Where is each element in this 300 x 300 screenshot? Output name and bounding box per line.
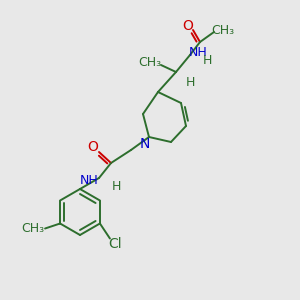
Text: O: O [183,19,194,33]
Text: NH: NH [189,46,207,59]
Text: CH₃: CH₃ [22,222,45,235]
Text: CH₃: CH₃ [138,56,162,68]
Text: O: O [88,140,98,154]
Text: H: H [111,179,121,193]
Text: H: H [185,76,195,88]
Text: H: H [202,55,212,68]
Text: N: N [140,137,150,151]
Text: CH₃: CH₃ [212,23,235,37]
Text: Cl: Cl [108,236,122,250]
Text: NH: NH [80,173,98,187]
